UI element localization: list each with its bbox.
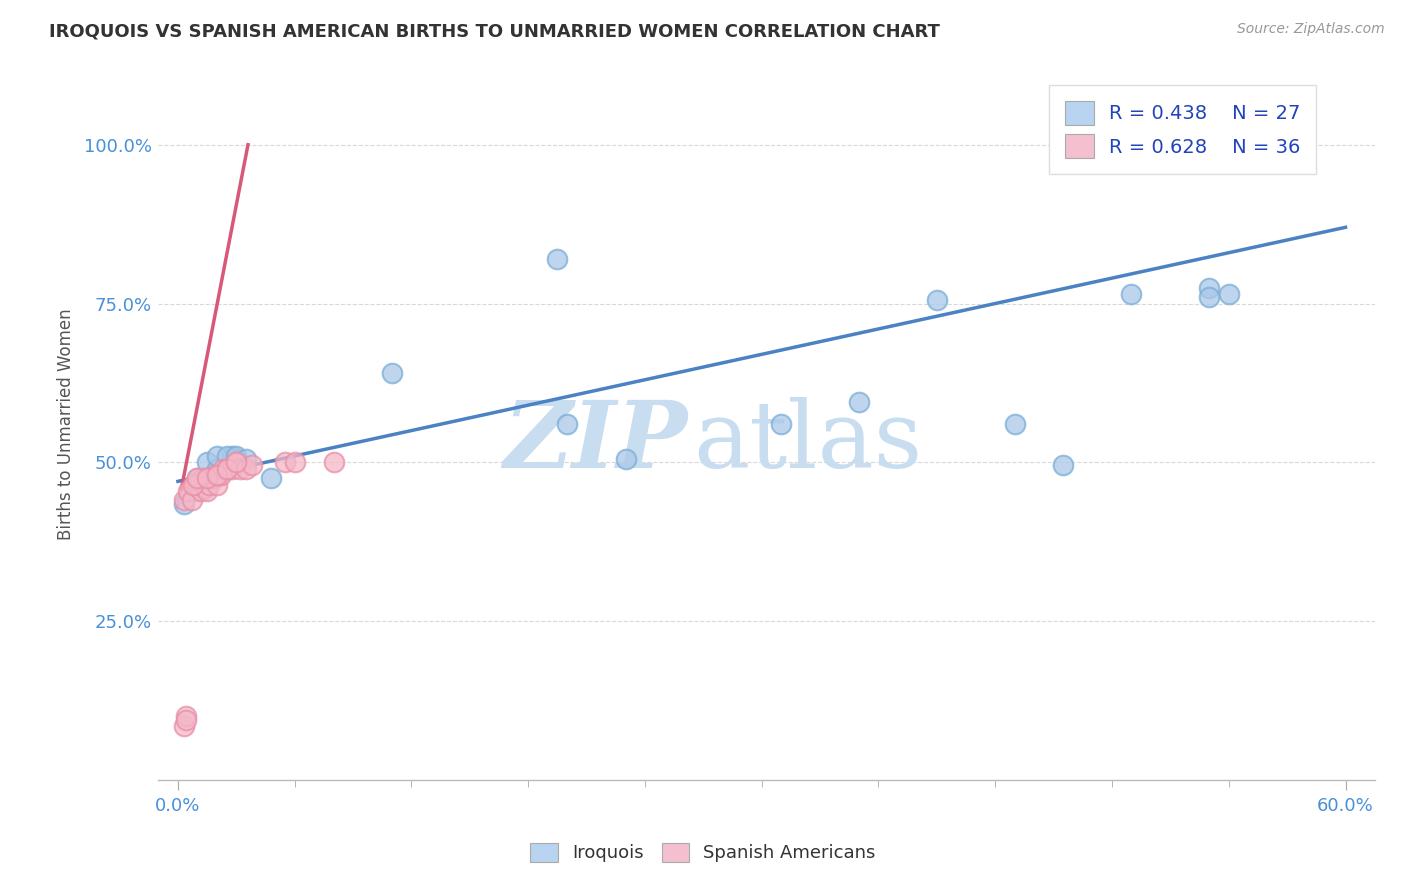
Point (186, 477, 208, 491)
Point (240, 458, 263, 473)
Point (225, 452, 247, 467)
Point (208, 468, 231, 483)
Point (215, 449, 238, 463)
Text: IROQUOIS VS SPANISH AMERICAN BIRTHS TO UNMARRIED WOMEN CORRELATION CHART: IROQUOIS VS SPANISH AMERICAN BIRTHS TO U… (49, 22, 941, 40)
Point (195, 471, 218, 485)
Point (205, 461, 228, 475)
Point (225, 455, 247, 469)
Point (198, 477, 221, 491)
Point (174, 709, 197, 723)
Point (176, 483, 198, 498)
Point (195, 483, 218, 498)
Point (173, 719, 195, 733)
Point (188, 475, 211, 489)
Point (184, 477, 207, 491)
Point (186, 483, 208, 498)
Point (174, 713, 197, 727)
Point (200, 471, 222, 485)
Legend: R = 0.438    N = 27, R = 0.628    N = 36: R = 0.438 N = 27, R = 0.628 N = 36 (1049, 86, 1316, 174)
Point (215, 461, 238, 475)
Point (183, 477, 205, 491)
Point (322, 455, 344, 469)
Point (195, 455, 218, 469)
Point (215, 461, 238, 475)
Point (221, 449, 243, 463)
Point (211, 461, 233, 475)
Point (225, 455, 247, 469)
Point (381, 367, 404, 381)
Point (1198, 290, 1220, 304)
Point (205, 449, 228, 463)
Point (205, 477, 228, 491)
Point (614, 452, 637, 467)
Point (173, 493, 195, 508)
Point (1052, 458, 1074, 473)
Point (193, 471, 215, 485)
Point (186, 471, 208, 485)
Point (274, 455, 297, 469)
Point (194, 481, 217, 495)
Point (555, 417, 578, 432)
Point (221, 461, 243, 475)
Point (1004, 417, 1026, 432)
Text: Source: ZipAtlas.com: Source: ZipAtlas.com (1237, 22, 1385, 37)
Point (1198, 280, 1220, 294)
Point (195, 471, 218, 485)
Point (215, 461, 238, 475)
Point (205, 468, 228, 483)
Point (235, 461, 257, 475)
Point (204, 468, 226, 483)
Point (225, 449, 247, 463)
Point (284, 455, 307, 469)
Point (173, 497, 195, 511)
Y-axis label: Births to Unmarried Women: Births to Unmarried Women (58, 309, 75, 540)
Point (229, 461, 252, 475)
Point (1218, 287, 1240, 301)
Point (201, 471, 224, 485)
Point (260, 471, 283, 485)
Point (546, 252, 568, 266)
Text: ZIP: ZIP (503, 397, 688, 487)
Point (209, 468, 232, 483)
Point (770, 417, 793, 432)
Point (848, 395, 870, 409)
Point (186, 471, 208, 485)
Legend: Iroquois, Spanish Americans: Iroquois, Spanish Americans (523, 836, 883, 870)
Point (180, 493, 202, 508)
Point (190, 483, 212, 498)
Point (235, 452, 257, 467)
Text: atlas: atlas (693, 397, 922, 487)
Point (925, 293, 948, 308)
Point (1121, 287, 1143, 301)
